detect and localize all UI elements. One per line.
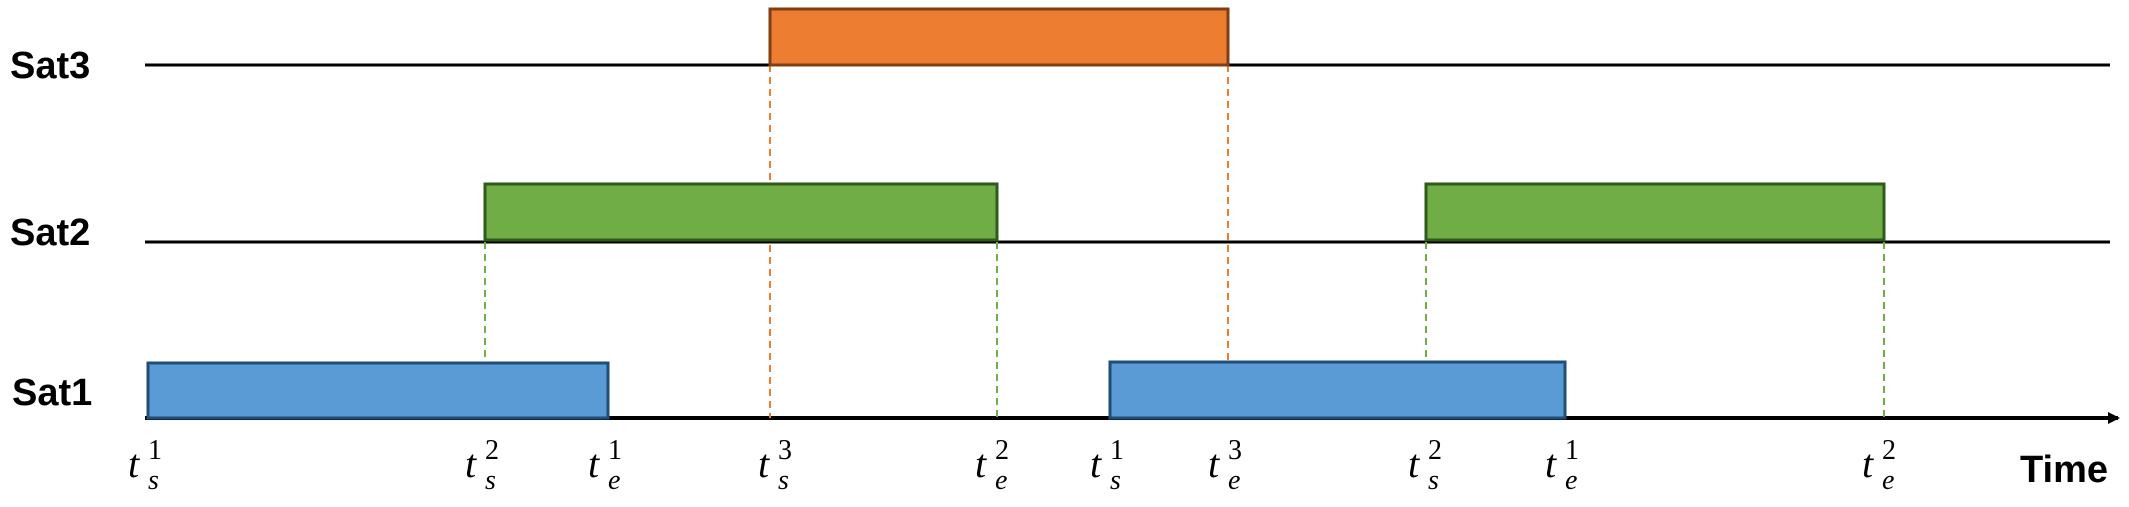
tick-label-sat2-w1-start: t 2 s	[465, 435, 499, 496]
svg-text:1: 1	[608, 435, 622, 466]
svg-text:e: e	[608, 465, 620, 496]
svg-text:2: 2	[1882, 435, 1896, 466]
svg-text:1: 1	[148, 435, 162, 466]
tick-label-sat2-w2-end: t 2 e	[1862, 435, 1896, 496]
tick-label-sat1-w2-start: t 1 s	[1090, 435, 1124, 496]
svg-text:t: t	[465, 441, 477, 486]
tick-label-sat2-w1-end: t 2 e	[975, 435, 1009, 496]
sat1-label: Sat1	[12, 372, 92, 414]
svg-text:1: 1	[1110, 435, 1124, 466]
svg-text:t: t	[1545, 441, 1557, 486]
sat1-window-1	[146, 361, 610, 420]
tick-label-sat1-w1-end: t 1 e	[588, 435, 622, 496]
svg-text:e: e	[995, 465, 1007, 496]
sat1-window-2	[1108, 360, 1567, 420]
tick-label-sat1-w1-start: t 1 s	[128, 435, 162, 496]
svg-text:t: t	[1208, 441, 1220, 486]
svg-text:s: s	[485, 465, 496, 496]
svg-text:e: e	[1565, 465, 1577, 496]
sat2-window-2	[1424, 182, 1886, 242]
svg-text:s: s	[1428, 465, 1439, 496]
tick-label-sat1-w2-end: t 1 e	[1545, 435, 1579, 496]
svg-text:t: t	[1090, 441, 1102, 486]
tick-label-sat2-w2-start: t 2 s	[1408, 435, 1442, 496]
svg-text:t: t	[588, 441, 600, 486]
svg-text:t: t	[128, 441, 140, 486]
tick-label-sat3-start: t 3 s	[758, 435, 792, 496]
svg-text:t: t	[758, 441, 770, 486]
svg-text:t: t	[1862, 441, 1874, 486]
svg-text:2: 2	[1428, 435, 1442, 466]
sat2-window-1	[483, 182, 999, 242]
tick-label-sat3-end: t 3 e	[1208, 435, 1242, 496]
svg-text:s: s	[778, 465, 789, 496]
svg-text:t: t	[1408, 441, 1420, 486]
svg-text:e: e	[1228, 465, 1240, 496]
sat3-label: Sat3	[10, 45, 90, 87]
svg-text:3: 3	[778, 435, 792, 466]
svg-text:1: 1	[1565, 435, 1579, 466]
svg-text:2: 2	[995, 435, 1009, 466]
sat3-window-1	[768, 7, 1230, 67]
time-axis-title: Time	[2020, 449, 2108, 491]
svg-text:2: 2	[485, 435, 499, 466]
svg-text:t: t	[975, 441, 987, 486]
svg-text:s: s	[1110, 465, 1121, 496]
svg-text:s: s	[148, 465, 159, 496]
sat2-label: Sat2	[10, 212, 90, 254]
svg-text:3: 3	[1228, 435, 1242, 466]
svg-text:e: e	[1882, 465, 1894, 496]
